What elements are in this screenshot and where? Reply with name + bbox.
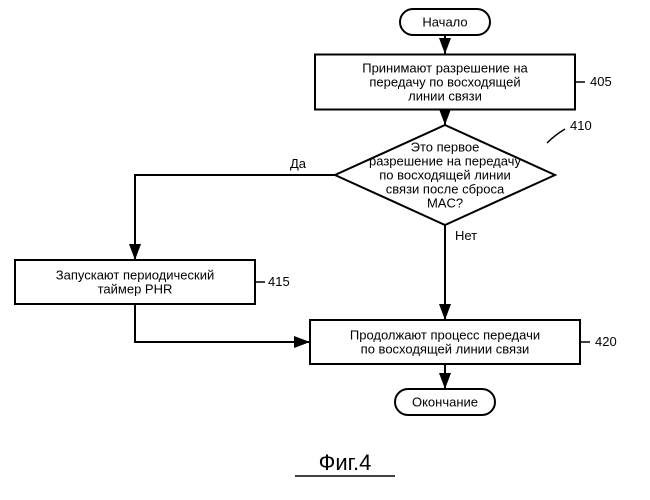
ref-label: 405 (590, 74, 612, 89)
node-label: связи после сброса (386, 181, 505, 196)
edge-label: Нет (455, 228, 477, 243)
node-label: таймер PHR (98, 281, 173, 296)
ref-label: 420 (595, 334, 617, 349)
edge-label: Да (290, 156, 307, 171)
node-label: Запускают периодический (56, 267, 214, 282)
node-label: Принимают разрешение на (362, 60, 528, 75)
node-label: передачу по восходящей (369, 74, 520, 89)
node-end: Окончание (395, 389, 495, 415)
ref-label: 410 (570, 118, 592, 133)
node-n405: Принимают разрешение напередачу по восхо… (315, 55, 612, 110)
ref-tick (547, 129, 565, 143)
node-n420: Продолжают процесс передачипо восходящей… (310, 320, 617, 364)
node-label: MAC? (427, 195, 463, 210)
node-start: Начало (400, 9, 490, 35)
node-n410: Это первоеразрешение на передачупо восхо… (335, 118, 592, 225)
node-label: Начало (422, 14, 467, 29)
edge (135, 304, 310, 342)
edge (135, 175, 335, 260)
flowchart-canvas: Да Нет Начало Принимают разрешение напереда… (0, 0, 650, 500)
node-label: разрешение на передачу (369, 153, 521, 168)
node-label: Окончание (412, 394, 478, 409)
ref-label: 415 (268, 274, 290, 289)
node-label: Продолжают процесс передачи (350, 327, 540, 342)
node-label: по восходящей линии связи (361, 341, 530, 356)
node-n415: Запускают периодическийтаймер PHR 415 (15, 260, 290, 304)
node-label: Это первое (411, 139, 480, 154)
node-label: линии связи (408, 88, 482, 103)
figure-caption: Фиг.4 (319, 450, 372, 475)
node-label: по восходящей линии (379, 167, 511, 182)
